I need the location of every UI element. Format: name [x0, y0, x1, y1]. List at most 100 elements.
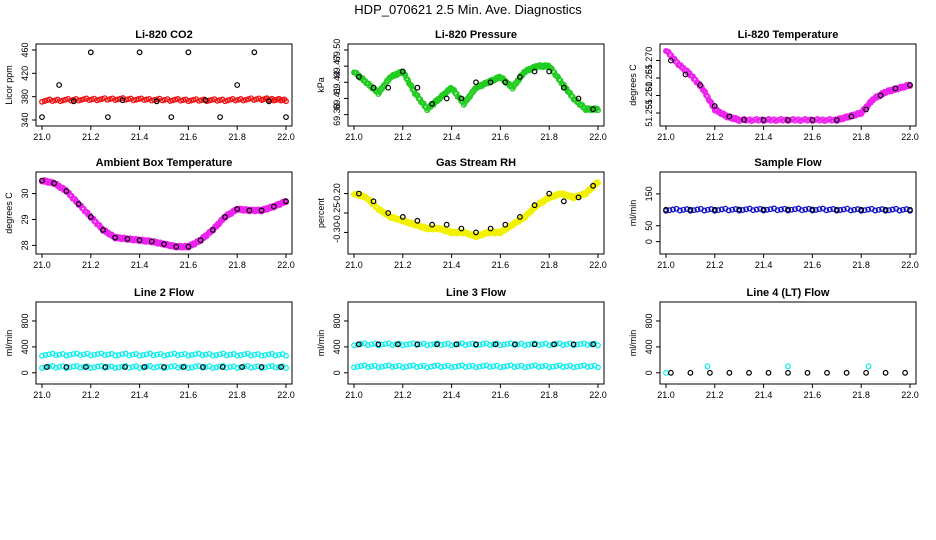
data-point: [427, 363, 434, 370]
data-point: [521, 342, 528, 349]
x-tick-label: 21.4: [755, 260, 773, 270]
data-point: [150, 352, 157, 359]
data-point: [52, 364, 59, 371]
data-point: [739, 207, 746, 213]
data-point: [553, 341, 560, 347]
data-point: [195, 97, 202, 104]
data-point: [487, 79, 494, 86]
series-2-5-min-ave: [356, 341, 596, 348]
data-point: [697, 82, 704, 88]
data-point: [63, 188, 70, 194]
x-tick-label: 21.4: [755, 390, 773, 400]
x-tick-label: 21.6: [804, 132, 822, 142]
data-point: [907, 82, 913, 88]
y-tick-label: 69.47: [332, 55, 342, 78]
data-point: [473, 229, 479, 236]
data-point: [389, 364, 396, 370]
data-point: [356, 341, 362, 348]
data-point: [889, 206, 896, 213]
data-point: [227, 351, 234, 358]
x-tick-label: 21.4: [131, 390, 149, 400]
data-point: [414, 341, 421, 348]
data-point: [94, 351, 101, 358]
data-point: [234, 352, 241, 359]
panel-3: Li-820 Temperature degrees C 21.0 21.2 21.4 2…: [628, 29, 919, 142]
series-2-5-min-ave: [44, 364, 285, 370]
y-axis-label: ml/min: [628, 200, 638, 227]
data-point: [223, 352, 230, 359]
y-axis-label: ml/min: [628, 330, 638, 357]
data-point: [112, 365, 119, 371]
data-point: [232, 97, 239, 104]
data-point: [148, 238, 155, 245]
data-point: [424, 342, 431, 349]
data-point: [192, 351, 199, 358]
data-point: [546, 68, 553, 75]
data-point: [392, 341, 399, 348]
data-point: [441, 363, 448, 370]
panel-7: Line 2 Flow ml/min 21.0 21.2 21.4 21.6 21.8 22.…: [4, 287, 295, 400]
data-point: [91, 351, 98, 358]
x-tick-label: 21.2: [82, 390, 100, 400]
data-point: [843, 369, 850, 376]
data-point: [180, 97, 187, 104]
data-point: [251, 364, 258, 370]
y-tick-label: 800: [332, 313, 342, 328]
data-point: [246, 207, 253, 214]
data-point: [248, 352, 255, 359]
data-point: [56, 364, 63, 370]
data-point: [56, 82, 62, 88]
data-point: [767, 206, 774, 213]
data-point: [112, 352, 119, 359]
data-point: [198, 97, 205, 104]
x-tick-label: 21.0: [345, 132, 363, 142]
data-point: [88, 96, 95, 103]
data-point: [785, 206, 791, 213]
data-point: [358, 363, 364, 369]
data-point: [206, 97, 213, 104]
data-point: [858, 206, 865, 213]
series-fast-high: [39, 350, 289, 359]
x-tick-label: 22.0: [901, 260, 919, 270]
data-point: [473, 364, 479, 371]
x-tick-label: 21.0: [657, 390, 675, 400]
data-point: [96, 96, 103, 103]
data-point: [551, 341, 557, 348]
data-point: [802, 206, 809, 213]
data-point: [209, 352, 216, 359]
series-2-5-min-ave: [39, 177, 289, 250]
data-point: [104, 114, 111, 120]
data-point: [161, 364, 167, 370]
data-point: [119, 363, 126, 370]
data-point: [272, 352, 279, 359]
x-tick-label: 21.8: [228, 260, 246, 270]
plot-frame: [659, 171, 917, 255]
y-tick-label: 28: [20, 240, 30, 250]
data-point: [185, 49, 192, 56]
data-point: [847, 207, 854, 214]
y-tick-label: -0.25: [332, 203, 342, 224]
y-tick-label: 460: [20, 42, 30, 57]
data-point: [676, 207, 683, 214]
data-point: [80, 96, 87, 103]
data-point: [711, 206, 718, 213]
data-point: [840, 206, 847, 213]
data-point: [539, 341, 546, 348]
data-point: [902, 369, 908, 376]
x-tick-label: 21.0: [657, 260, 675, 270]
data-point: [438, 364, 445, 370]
plot-frame: [347, 301, 605, 385]
y-tick-label: 0: [644, 370, 654, 375]
data-point: [718, 206, 725, 213]
data-point: [486, 364, 493, 370]
data-point: [595, 364, 601, 371]
data-point: [476, 363, 483, 370]
data-point: [458, 95, 465, 102]
x-tick-label: 21.8: [852, 260, 870, 270]
panel-4: Ambient Box Temperature degrees C 21.0 21.2…: [4, 157, 295, 270]
x-tick-label: 21.8: [228, 390, 246, 400]
data-point: [741, 117, 747, 123]
data-point: [42, 352, 49, 358]
data-point: [382, 341, 389, 347]
data-point: [129, 364, 136, 370]
